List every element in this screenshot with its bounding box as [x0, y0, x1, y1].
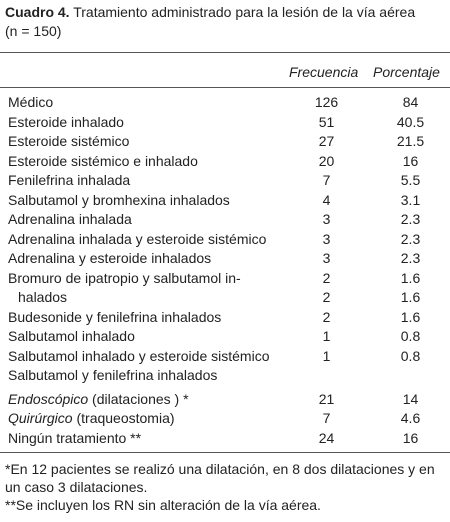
row-percentage: 16: [402, 429, 419, 446]
row-label-rest: (dilataciones ) *: [88, 390, 189, 407]
row-label: Salbutamol y fenilefrina inhalados: [8, 367, 218, 383]
header-rule: [0, 87, 450, 88]
table-row: Ningún tratamiento ** 24 16: [0, 429, 450, 449]
row-percentage: 2.3: [400, 250, 421, 266]
table-row: Bromuro de ipatropio y salbutamol in- 2 …: [0, 269, 450, 289]
table-row: Esteroide sistémico 27 21.5: [0, 132, 450, 152]
row-percentage: 3.1: [400, 191, 421, 208]
row-frequency: 1: [322, 328, 331, 344]
row-percentage: 4.6: [400, 410, 421, 426]
row-label: Budesonide y fenilefrina inhalados: [8, 308, 222, 325]
row-label: Adrenalina y esteroide inhalados: [8, 250, 212, 266]
row-percentage: 21.5: [396, 133, 425, 149]
row-percentage: 1.6: [400, 289, 421, 305]
row-label-rest: (traqueostomia): [72, 410, 175, 426]
row-frequency: 20: [318, 152, 335, 169]
row-label: Fenilefrina inhalada: [8, 172, 131, 188]
row-label: Esteroide sistémico: [8, 133, 130, 149]
row-label: Adrenalina inhalada: [8, 211, 132, 227]
table-row: Salbutamol inhalado 1 0.8: [0, 327, 450, 347]
row-label: Médico: [8, 94, 54, 110]
table-footnotes: *En 12 pacientes se realizó una dilataci…: [5, 460, 445, 514]
row-frequency: 27: [318, 133, 335, 149]
row-label: Bromuro de ipatropio y salbutamol in-: [8, 269, 241, 286]
top-rule: [0, 52, 450, 53]
table-row: Adrenalina inhalada 3 2.3: [0, 210, 450, 230]
row-percentage: 1.6: [400, 308, 421, 325]
caption-number: Cuadro 4.: [5, 4, 70, 20]
row-label: halados: [18, 289, 68, 305]
table-row: Salbutamol y bromhexina inhalados 4 3.1: [0, 191, 450, 211]
table-row: Budesonide y fenilefrina inhalados 2 1.6: [0, 308, 450, 328]
row-frequency: 7: [322, 172, 331, 188]
row-label: Salbutamol inhalado: [8, 328, 135, 344]
bottom-rule: [0, 452, 450, 453]
table-row: Esteroide sistémico e inhalado 20 16: [0, 152, 450, 172]
row-label: Endoscópico (dilataciones ) *: [8, 390, 189, 410]
row-percentage: 0.8: [400, 347, 421, 364]
row-label: Adrenalina inhalada y esteroide sistémic…: [8, 230, 267, 247]
row-frequency: 24: [318, 429, 335, 446]
caption-title: Tratamiento administrado para la lesión …: [69, 4, 416, 20]
footnote-2: **Se incluyen los RN sin alteración de l…: [5, 497, 321, 513]
row-frequency: 21: [318, 390, 335, 407]
table-body: Médico 126 84 Esteroide inhalado 51 40.5…: [0, 93, 450, 448]
row-frequency: 3: [322, 211, 331, 227]
row-percentage: 5.5: [400, 172, 421, 188]
table-row: Fenilefrina inhalada 7 5.5: [0, 171, 450, 191]
row-label: Salbutamol y bromhexina inhalados: [8, 191, 230, 208]
header-percentage: Porcentaje: [373, 64, 440, 80]
row-label: Ningún tratamiento **: [8, 429, 142, 446]
table-row: Quirúrgico (traqueostomia) 7 4.6: [0, 409, 450, 429]
table-row: Adrenalina y esteroide inhalados 3 2.3: [0, 249, 450, 269]
row-percentage: 14: [402, 390, 419, 407]
row-percentage: 16: [402, 152, 419, 169]
row-frequency: 51: [318, 113, 335, 130]
row-label: Esteroide inhalado: [8, 113, 124, 130]
header-frequency: Frecuencia: [289, 64, 359, 80]
row-percentage: 2.3: [400, 230, 421, 247]
table-caption: Cuadro 4. Tratamiento administrado para …: [5, 3, 445, 41]
row-percentage: 84: [402, 94, 419, 110]
table-row: Salbutamol y fenilefrina inhalados: [0, 366, 450, 386]
row-percentage: 0.8: [400, 328, 421, 344]
row-percentage: 2.3: [400, 211, 421, 227]
row-frequency: 3: [322, 230, 331, 247]
row-frequency: 2: [322, 308, 331, 325]
row-frequency: 2: [322, 289, 331, 305]
row-label-italic: Endoscópico: [8, 390, 89, 407]
row-frequency: 4: [322, 191, 331, 208]
table-row: Salbutamol inhalado y esteroide sistémic…: [0, 347, 450, 367]
caption-n: (n = 150): [5, 23, 62, 39]
table-row: Adrenalina inhalada y esteroide sistémic…: [0, 230, 450, 250]
row-frequency: 3: [322, 250, 331, 266]
row-label: Salbutamol inhalado y esteroide sistémic…: [8, 347, 270, 364]
table-row: Esteroide inhalado 51 40.5: [0, 113, 450, 133]
row-label: Esteroide sistémico e inhalado: [8, 152, 198, 169]
row-frequency: 2: [322, 269, 331, 286]
row-frequency: 1: [322, 347, 331, 364]
footnote-1: *En 12 pacientes se realizó una dilataci…: [5, 461, 435, 495]
row-label-italic: Quirúrgico: [8, 410, 73, 426]
table-row: Médico 126 84: [0, 93, 450, 113]
row-frequency: 7: [322, 410, 331, 426]
row-frequency: 126: [314, 94, 339, 110]
row-label: Quirúrgico (traqueostomia): [8, 409, 175, 429]
row-percentage: 1.6: [400, 269, 421, 286]
table-row: Endoscópico (dilataciones ) * 21 14: [0, 390, 450, 410]
table-row: halados 2 1.6: [0, 288, 450, 308]
row-percentage: 40.5: [396, 113, 425, 130]
